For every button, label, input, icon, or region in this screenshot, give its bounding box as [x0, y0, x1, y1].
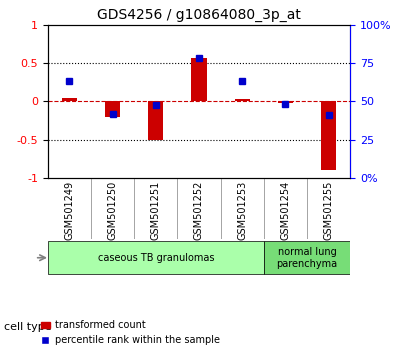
Text: GSM501249: GSM501249 — [64, 181, 74, 240]
Bar — [62, 98, 77, 101]
Text: cell type: cell type — [4, 322, 52, 332]
FancyBboxPatch shape — [264, 241, 350, 274]
Text: GSM501251: GSM501251 — [151, 181, 161, 240]
Text: GSM501254: GSM501254 — [281, 181, 291, 240]
Bar — [105, 101, 120, 117]
Bar — [148, 101, 163, 140]
Text: GSM501255: GSM501255 — [324, 181, 334, 240]
Bar — [235, 99, 250, 101]
Text: caseous TB granulomas: caseous TB granulomas — [98, 253, 214, 263]
Text: GSM501252: GSM501252 — [194, 181, 204, 240]
Text: GSM501253: GSM501253 — [237, 181, 247, 240]
Text: normal lung
parenchyma: normal lung parenchyma — [277, 247, 338, 269]
Bar — [191, 58, 207, 101]
Bar — [278, 101, 293, 103]
FancyBboxPatch shape — [48, 241, 264, 274]
Title: GDS4256 / g10864080_3p_at: GDS4256 / g10864080_3p_at — [97, 8, 301, 22]
Text: GSM501250: GSM501250 — [107, 181, 117, 240]
Bar — [321, 101, 336, 170]
Legend: transformed count, percentile rank within the sample: transformed count, percentile rank withi… — [37, 316, 224, 349]
